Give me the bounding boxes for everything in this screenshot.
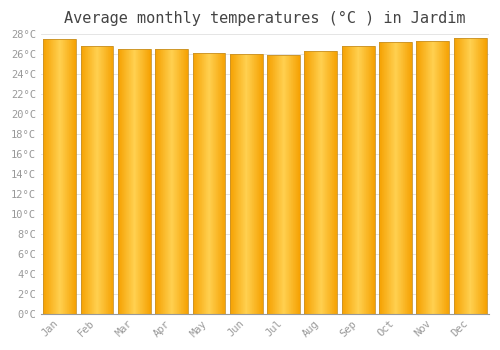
Bar (454, 38, 486, 314)
Bar (342, 46, 374, 314)
Bar (118, 49, 150, 314)
Bar (416, 41, 450, 314)
Bar (192, 53, 226, 314)
Bar (43, 39, 76, 314)
Bar (379, 42, 412, 314)
Bar (304, 51, 338, 314)
Bar (155, 49, 188, 314)
Bar (80, 46, 114, 314)
Title: Average monthly temperatures (°C ) in Jardim: Average monthly temperatures (°C ) in Ja… (64, 11, 466, 26)
Bar (230, 54, 262, 314)
Bar (267, 55, 300, 314)
